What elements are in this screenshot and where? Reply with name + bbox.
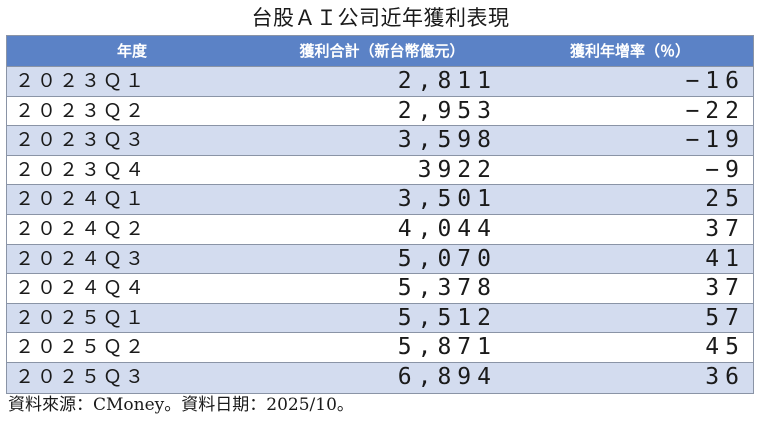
growth-cell: −22 (685, 97, 745, 124)
period-cell: ２０２４Ｑ２ (15, 217, 148, 240)
period-cell: ２０２３Ｑ２ (15, 99, 148, 122)
table-row: ２０２３Ｑ３ 3,598 −19 (7, 126, 753, 156)
table-row: ２０２５Ｑ２ 5,871 45 (7, 333, 753, 363)
profit-cell: 3,501 (397, 186, 497, 213)
growth-cell: 45 (705, 334, 745, 361)
profit-table: 年度 獲利合計（新台幣億元） 獲利年增率（％） ２０２３Ｑ１ 2,811 −16 ２０… (6, 35, 754, 394)
source-note: 資料來源：CMoney。資料日期：2025/10。 (8, 395, 354, 415)
growth-cell: −19 (685, 127, 745, 154)
profit-cell: 5,070 (397, 245, 497, 272)
period-cell: ２０２４Ｑ４ (15, 277, 148, 300)
period-cell: ２０２５Ｑ３ (15, 365, 148, 388)
period-cell: ２０２５Ｑ１ (15, 306, 148, 329)
growth-cell: 25 (705, 186, 745, 213)
table-header: 年度 獲利合計（新台幣億元） 獲利年增率（％） (7, 36, 753, 67)
period-cell: ２０２５Ｑ２ (15, 336, 148, 359)
profit-cell: 5,512 (397, 304, 497, 331)
table-row: ２０２３Ｑ２ 2,953 −22 (7, 96, 753, 127)
table-row: ２０２３Ｑ４ 3922 −9 (7, 155, 753, 186)
growth-cell: −16 (685, 68, 745, 94)
table-row: ２０２５Ｑ３ 6,894 36 (7, 362, 753, 393)
table-row: ２０２４Ｑ１ 3,501 25 (7, 185, 753, 215)
period-cell: ２０２３Ｑ１ (15, 70, 148, 92)
table-title: 台股ＡＩ公司近年獲利表現 (251, 6, 510, 30)
header-period: 年度 (116, 42, 147, 60)
period-cell: ２０２３Ｑ３ (15, 129, 148, 152)
table-row: ２０２４Ｑ２ 4,044 37 (7, 214, 753, 245)
profit-cell: 2,811 (397, 68, 497, 94)
table-row: ２０２３Ｑ１ 2,811 −16 (7, 67, 753, 97)
profit-cell: 5,871 (397, 334, 497, 361)
profit-cell: 3,598 (397, 127, 497, 154)
period-cell: ２０２４Ｑ１ (15, 188, 148, 211)
growth-cell: −9 (705, 156, 745, 183)
growth-cell: 36 (705, 363, 745, 390)
header-profit: 獲利合計（新台幣億元） (299, 42, 465, 60)
profit-cell: 6,894 (397, 363, 497, 390)
profit-cell: 2,953 (397, 97, 497, 124)
header-growth: 獲利年增率（％） (569, 42, 690, 60)
growth-cell: 41 (705, 245, 745, 272)
profit-cell: 4,044 (397, 215, 497, 242)
growth-cell: 37 (705, 215, 745, 242)
profit-cell: 5,378 (397, 275, 497, 302)
table-body: ２０２３Ｑ１ 2,811 −16 ２０２３Ｑ２ 2,953 −22 ２０２３Ｑ３ 3,598 −… (7, 67, 753, 393)
growth-cell: 57 (705, 304, 745, 331)
table-row: ２０２４Ｑ３ 5,070 41 (7, 244, 753, 275)
growth-cell: 37 (705, 275, 745, 302)
table-row: ２０２５Ｑ１ 5,512 57 (7, 303, 753, 334)
table-row: ２０２４Ｑ４ 5,378 37 (7, 274, 753, 304)
profit-cell: 3922 (417, 156, 497, 183)
period-cell: ２０２３Ｑ４ (15, 158, 148, 181)
period-cell: ２０２４Ｑ３ (15, 247, 148, 270)
